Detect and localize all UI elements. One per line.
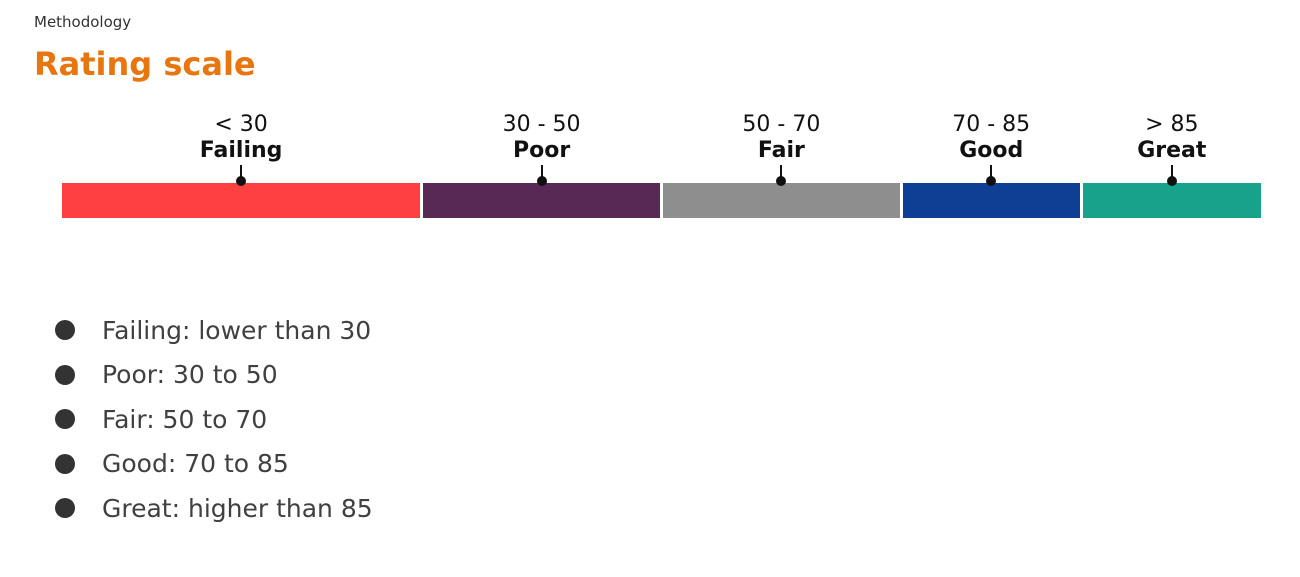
scale-pin-poor xyxy=(540,165,543,179)
page-title: Rating scale xyxy=(34,45,256,83)
scale-range-poor: 30 - 50 xyxy=(502,112,581,137)
legend-item-failing: Failing: lower than 30 xyxy=(55,308,373,353)
scale-segment-poor xyxy=(423,183,660,218)
bullet-icon xyxy=(55,364,75,385)
legend-item-good: Good: 70 to 85 xyxy=(55,442,373,487)
scale-label-good: 70 - 85 Good xyxy=(901,112,1081,164)
scale-segment-good xyxy=(902,183,1080,218)
legend-text-good: Good: 70 to 85 xyxy=(102,449,289,479)
scale-range-good: 70 - 85 xyxy=(952,112,1031,137)
bullet-icon xyxy=(55,453,75,474)
legend-item-poor: Poor: 30 to 50 xyxy=(55,353,373,398)
rating-scale-bar: < 30 Failing 30 - 50 Poor 50 - 70 Fair 7… xyxy=(0,0,1300,240)
legend-text-great: Great: higher than 85 xyxy=(102,493,373,523)
scale-marker-great xyxy=(1166,176,1177,186)
bullet-icon xyxy=(55,498,75,519)
scale-name-good: Good xyxy=(959,138,1024,163)
scale-marker-poor xyxy=(536,176,547,186)
scale-range-fair: 50 - 70 xyxy=(742,112,821,137)
legend-item-fair: Fair: 50 to 70 xyxy=(55,397,373,442)
scale-marker-failing xyxy=(236,176,247,186)
scale-marker-fair xyxy=(776,176,787,186)
scale-range-great: > 85 xyxy=(1145,112,1199,137)
scale-segment-failing xyxy=(62,183,421,218)
scale-pin-great xyxy=(1170,165,1173,179)
bullet-icon xyxy=(55,409,75,430)
legend-text-failing: Failing: lower than 30 xyxy=(102,315,372,345)
scale-label-great: > 85 Great xyxy=(1082,112,1262,164)
scale-pin-fair xyxy=(780,165,783,179)
section-eyebrow: Methodology xyxy=(34,13,132,31)
scale-name-failing: Failing xyxy=(199,138,283,163)
legend-item-great: Great: higher than 85 xyxy=(55,486,373,531)
rating-legend-list: Failing: lower than 30 Poor: 30 to 50 Fa… xyxy=(55,308,373,531)
scale-pin-good xyxy=(990,165,993,179)
scale-pin-failing xyxy=(240,165,243,179)
legend-text-poor: Poor: 30 to 50 xyxy=(102,360,278,390)
bullet-icon xyxy=(55,320,75,341)
scale-name-fair: Fair xyxy=(757,138,805,163)
scale-name-poor: Poor xyxy=(512,138,571,163)
scale-marker-good xyxy=(986,176,997,186)
scale-label-poor: 30 - 50 Poor xyxy=(452,112,632,164)
scale-label-fair: 50 - 70 Fair xyxy=(691,112,871,164)
scale-range-failing: < 30 xyxy=(214,112,268,137)
scale-name-great: Great xyxy=(1137,138,1207,163)
legend-text-fair: Fair: 50 to 70 xyxy=(102,404,268,434)
scale-segment-great xyxy=(1082,183,1261,218)
scale-segment-fair xyxy=(663,183,900,218)
scale-label-failing: < 30 Failing xyxy=(151,112,331,164)
